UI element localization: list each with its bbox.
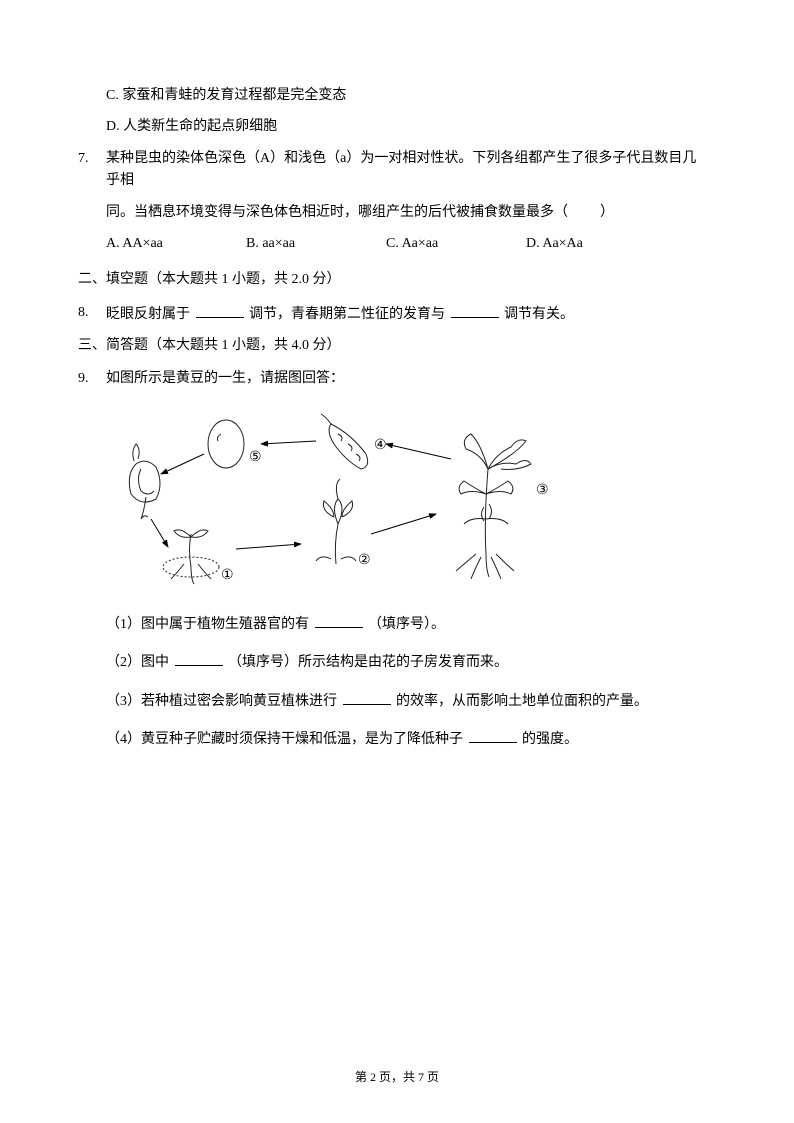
q8-blank1[interactable] (196, 302, 244, 318)
q9-sub4-b: 的强度。 (522, 732, 578, 747)
diagram-label-5: ⑤ (249, 450, 262, 465)
q7-opt-d: D. Aa×Aa (526, 233, 666, 255)
diagram-label-4: ④ (374, 438, 387, 453)
q7-opt-a: A. AA×aa (106, 233, 246, 255)
q6-option-d: D. 人类新生命的起点卵细胞 (78, 116, 704, 138)
q7-text2-end: ） (600, 205, 614, 220)
diagram-label-3: ③ (536, 483, 549, 498)
q9-sub2: （2）图中 （填序号）所示结构是由花的子房发育而来。 (78, 650, 704, 674)
q9-number: 9. (78, 368, 106, 390)
section3-header: 三、简答题（本大题共 1 小题，共 4.0 分） (78, 335, 704, 357)
q8-blank2[interactable] (451, 302, 499, 318)
q8-part2: 调节，青春期第二性征的发育与 (249, 307, 445, 322)
q9-sub3-b: 的效率，从而影响土地单位面积的产量。 (396, 694, 648, 709)
diagram-container: ① ② (78, 399, 704, 594)
q9-sub3-blank[interactable] (343, 689, 391, 705)
diagram-label-2: ② (358, 553, 371, 568)
q9-intro-text: 如图所示是黄豆的一生，请据图回答： (106, 368, 704, 390)
q8-part1: 眨眼反射属于 (106, 307, 190, 322)
page-content: C. 家蚕和青蛙的发育过程都是完全变态 D. 人类新生命的起点卵细胞 7. 某种… (78, 85, 704, 751)
q9-sub1: （1）图中属于植物生殖器官的有 （填序号）。 (78, 612, 704, 636)
q8-body: 眨眼反射属于 调节，青春期第二性征的发育与 调节有关。 (106, 302, 704, 326)
q7-text2: 同。当栖息环境变得与深色体色相近时，哪组产生的后代被捕食数量最多（ (106, 205, 568, 220)
q7-number: 7. (78, 148, 106, 193)
q9-sub3: （3）若种植过密会影响黄豆植株进行 的效率，从而影响土地单位面积的产量。 (78, 689, 704, 713)
q9-sub2-a: （2）图中 (106, 655, 169, 670)
q8-number: 8. (78, 302, 106, 326)
q7-line2: 同。当栖息环境变得与深色体色相近时，哪组产生的后代被捕食数量最多（ ） (78, 202, 704, 224)
q7-text1: 某种昆虫的染体色深色（A）和浅色（a）为一对相对性状。下列各组都产生了很多子代且… (106, 148, 704, 193)
q9-sub2-blank[interactable] (175, 650, 223, 666)
section2-header: 二、填空题（本大题共 1 小题，共 2.0 分） (78, 269, 704, 291)
q9-sub4-blank[interactable] (469, 727, 517, 743)
q8-part3: 调节有关。 (504, 307, 574, 322)
q7-line1: 7. 某种昆虫的染体色深色（A）和浅色（a）为一对相对性状。下列各组都产生了很多… (78, 148, 704, 193)
q7-opt-c: C. Aa×aa (386, 233, 526, 255)
q6-option-c: C. 家蚕和青蛙的发育过程都是完全变态 (78, 85, 704, 107)
q9-sub1-blank[interactable] (315, 612, 363, 628)
q9-sub4-a: （4）黄豆种子贮藏时须保持干燥和低温，是为了降低种子 (106, 732, 463, 747)
q9-sub2-b: （填序号）所示结构是由花的子房发育而来。 (228, 655, 508, 670)
q9-sub3-a: （3）若种植过密会影响黄豆植株进行 (106, 694, 337, 709)
q7-options: A. AA×aa B. aa×aa C. Aa×aa D. Aa×Aa (78, 233, 704, 255)
q9-sub4: （4）黄豆种子贮藏时须保持干燥和低温，是为了降低种子 的强度。 (78, 727, 704, 751)
page-footer: 第 2 页，共 7 页 (0, 1068, 794, 1087)
q9-intro: 9. 如图所示是黄豆的一生，请据图回答： (78, 368, 704, 390)
q8-line: 8. 眨眼反射属于 调节，青春期第二性征的发育与 调节有关。 (78, 302, 704, 326)
q9-sub1-a: （1）图中属于植物生殖器官的有 (106, 617, 309, 632)
soybean-lifecycle-diagram: ① ② (106, 399, 566, 594)
q7-opt-b: B. aa×aa (246, 233, 386, 255)
q9-sub1-b: （填序号）。 (368, 617, 445, 632)
diagram-label-1: ① (221, 568, 234, 583)
